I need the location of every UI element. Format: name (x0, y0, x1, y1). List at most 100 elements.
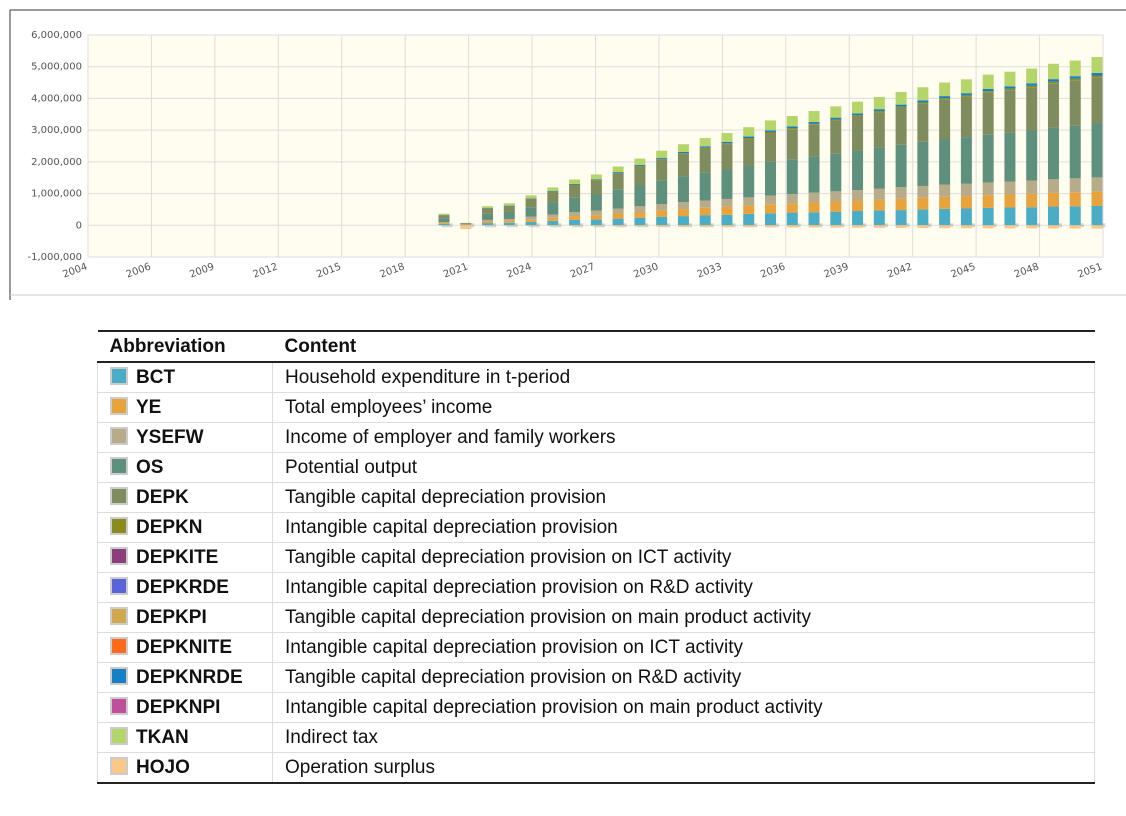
bar-segment (677, 153, 689, 154)
bar-segment (721, 206, 733, 215)
bar-segment (634, 158, 646, 165)
content-cell: Intangible capital depreciation provisio… (272, 692, 1095, 723)
bar-segment (939, 82, 951, 97)
legend-row: YSEFW Income of employer and family worke… (97, 422, 1095, 453)
bar-segment (721, 143, 733, 145)
bar-segment (1047, 225, 1059, 229)
bar-segment (786, 116, 798, 127)
abbreviation-cell: DEPKPI (97, 602, 273, 633)
content-cell: Operation surplus (272, 752, 1095, 784)
bar-segment (677, 176, 689, 203)
bar-segment (852, 115, 864, 117)
legend-row: DEPKNRDE Tangible capital depreciation pr… (97, 662, 1095, 693)
bar-segment (590, 225, 602, 227)
bar-segment (656, 210, 668, 217)
abbreviation-cell: DEPKNPI (97, 692, 273, 723)
x-tick-label: 2036 (759, 261, 787, 280)
bar-segment (917, 103, 929, 142)
legend-swatch (110, 666, 128, 685)
abbreviation-cell: DEPKITE (97, 542, 273, 573)
bar-segment (873, 112, 885, 148)
bar-segment (1069, 225, 1081, 229)
bar-segment (656, 216, 668, 226)
bar-segment (721, 169, 733, 199)
bar-segment (525, 198, 537, 208)
legend-row: DEPKN Intangible capital depreciation pro… (97, 512, 1095, 543)
legend-row: DEPKNITE Intangible capital depreciation … (97, 632, 1095, 663)
bar-segment (612, 173, 624, 190)
bar-segment (569, 212, 581, 217)
abbreviation-cell: YSEFW (97, 422, 273, 453)
y-tick-label: 5,000,000 (31, 62, 82, 73)
bar-segment (721, 214, 733, 226)
bar-segment (960, 95, 972, 97)
content-cell: Total employees’ income (272, 392, 1095, 423)
bar-segment (960, 79, 972, 94)
bar-segment (960, 196, 972, 209)
bar-segment (939, 225, 951, 229)
bar-segment (873, 188, 885, 200)
bar-segment (1069, 60, 1081, 77)
bar-segment (1026, 207, 1038, 226)
bar-segment (917, 209, 929, 226)
bar-segment (1026, 180, 1038, 194)
abbreviation-cell: HOJO (97, 752, 273, 784)
bar-segment (808, 202, 820, 213)
bar-segment (982, 195, 994, 208)
bar-segment (503, 220, 515, 223)
legend-name: YE (136, 396, 162, 418)
bar-segment (677, 202, 689, 210)
bar-segment (569, 185, 581, 198)
legend-name: DEPKPI (136, 606, 207, 628)
legend-swatch (110, 756, 128, 775)
bar-segment (743, 225, 755, 228)
abbreviation-cell: OS (97, 452, 273, 483)
bar-segment (1091, 205, 1103, 226)
x-tick-label: 2015 (315, 261, 343, 280)
legend-swatch (110, 726, 128, 745)
legend-name: DEPKNRDE (136, 666, 243, 688)
legend-name: OS (136, 456, 164, 478)
bar-segment (830, 225, 842, 228)
x-tick-label: 2009 (188, 261, 216, 280)
bar-segment (786, 128, 798, 130)
bar-segment (590, 179, 602, 181)
bar-segment (786, 126, 798, 129)
content-cell: Intangible capital depreciation provisio… (272, 572, 1095, 603)
bar-segment (830, 106, 842, 118)
bar-segment (765, 130, 776, 132)
x-tick-label: 2021 (442, 261, 470, 280)
bar-segment (917, 197, 929, 210)
bar-segment (830, 201, 842, 212)
legend-name: DEPK (136, 486, 189, 508)
bar-segment (1026, 225, 1038, 229)
bar-segment (1026, 83, 1038, 86)
bar-segment (895, 91, 907, 105)
bar-segment (895, 210, 907, 226)
bar-segment (939, 99, 951, 140)
bar-segment (743, 138, 755, 140)
y-tick-label: -1,000,000 (27, 252, 82, 263)
x-tick-label: 2027 (569, 261, 597, 280)
bar-segment (1069, 125, 1081, 179)
bar-segment (1004, 132, 1016, 182)
bar-segment (830, 120, 842, 154)
bar-segment (1069, 76, 1081, 79)
bar-segment (808, 156, 820, 193)
x-tick-label: 2045 (949, 261, 977, 280)
bar-segment (482, 219, 494, 222)
bar-segment (1091, 72, 1103, 76)
bar-segment (547, 191, 559, 203)
bar-segment (503, 203, 515, 206)
bar-segment (438, 218, 450, 223)
bar-segment (808, 192, 820, 203)
bar-segment (699, 215, 711, 226)
bar-segment (786, 203, 798, 213)
bar-segment (743, 136, 755, 139)
bar-segment (960, 225, 972, 229)
bar-segment (1047, 179, 1059, 193)
bar-segment (612, 225, 624, 227)
bar-segment (612, 189, 624, 209)
legend-swatch (110, 456, 128, 475)
legend-row: YE Total employees’ income (97, 392, 1095, 423)
